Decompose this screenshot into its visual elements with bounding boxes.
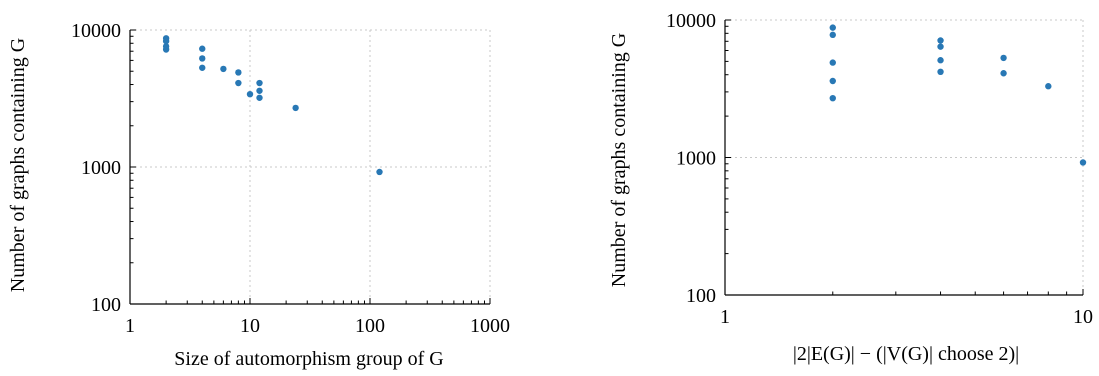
chart-left-point	[220, 65, 227, 73]
chart-left-point	[256, 94, 263, 101]
chart-left-ytick-label: 100	[91, 294, 121, 316]
chart-left-ytick-label: 1000	[81, 157, 121, 179]
chart-left-point	[256, 79, 263, 87]
chart-right-ytick-label: 100	[686, 285, 716, 307]
chart-left-xtick-label: 100	[355, 315, 385, 337]
chart-right-ylabel: Number of graphs containing G	[608, 33, 630, 287]
chart-right-point	[937, 43, 944, 50]
chart-right-xtick-label: 1	[720, 306, 730, 328]
chart-left-ylabel-text: Number of graphs containing G	[7, 38, 29, 292]
chart-left-point	[246, 90, 254, 98]
chart-right-xtick-label: 10	[1073, 306, 1093, 328]
chart-right-point	[937, 37, 944, 44]
chart-right-point	[829, 31, 836, 39]
chart-left-xtick-label: 10	[240, 315, 260, 337]
chart-right-point	[1000, 70, 1007, 77]
chart-right: 1 10 100 1000 10000 Number of graphs contain…	[608, 10, 1093, 365]
chart-left-xtick-label: 1	[125, 315, 135, 337]
chart-right-xlabel: |2|E(G)| − (|V(G)| choose 2)|	[793, 343, 1019, 365]
chart-right-point	[937, 68, 944, 76]
chart-right-point	[829, 94, 836, 102]
chart-left-ylabel: Number of graphs containing G	[7, 38, 29, 292]
chart-right-point	[829, 24, 836, 31]
chart-right-ytick-label: 10000	[666, 10, 716, 32]
chart-left-point	[199, 55, 206, 62]
chart-right-point	[829, 77, 836, 85]
chart-left-point	[199, 45, 206, 52]
chart-right-point	[1045, 83, 1052, 90]
chart-left-point	[292, 104, 299, 112]
chart-left-point	[376, 168, 383, 176]
chart-right-point	[829, 59, 836, 66]
chart-right-point	[1000, 54, 1007, 62]
chart-left-point	[162, 37, 170, 45]
chart-left-xtick-label: 1000	[470, 315, 510, 337]
chart-left-point	[199, 64, 206, 71]
chart-right-ytick-label: 1000	[676, 148, 716, 170]
chart-left-point	[162, 46, 170, 53]
chart-left-point	[256, 87, 263, 94]
chart-left-point	[235, 79, 242, 87]
chart-right-point	[937, 57, 944, 64]
chart-left: 1 10 100 1000 100 1000 10000 Number of graphs …	[7, 20, 510, 370]
chart-left-xlabel: Size of automorphism group of G	[174, 348, 443, 370]
chart-left-point	[235, 69, 242, 76]
chart-right-point	[1079, 159, 1087, 166]
chart-left-ytick-label: 10000	[71, 20, 121, 42]
